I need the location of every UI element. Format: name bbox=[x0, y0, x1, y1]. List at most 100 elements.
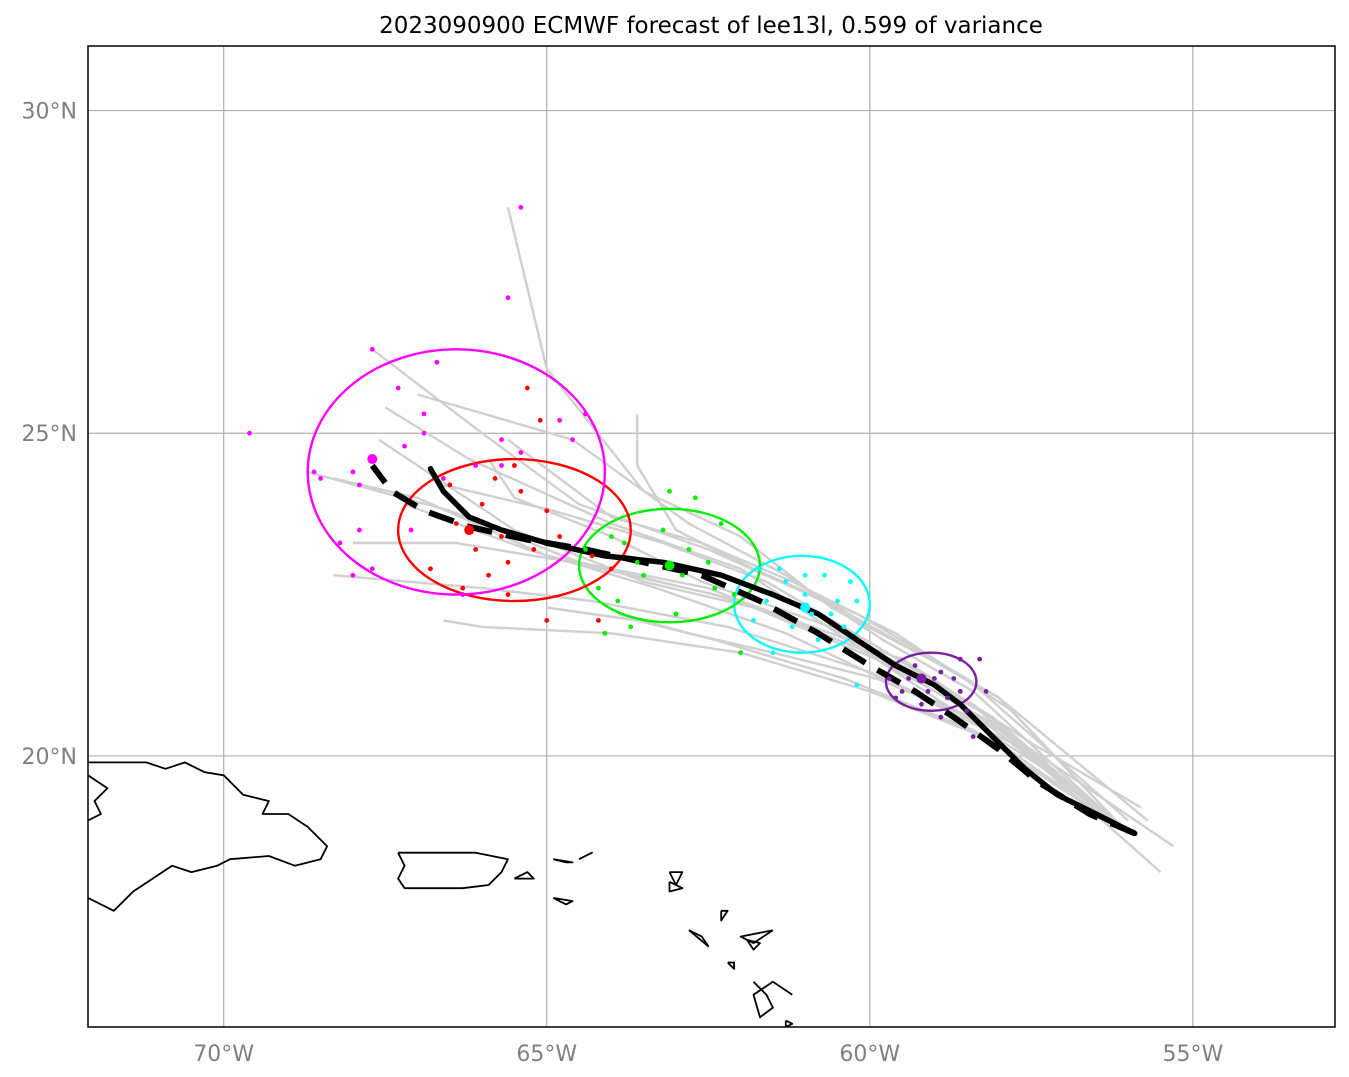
ensemble-member-point bbox=[337, 540, 343, 546]
ensemble-member-point bbox=[428, 566, 433, 572]
ensemble-member-point bbox=[453, 521, 459, 526]
ensemble-member-point bbox=[660, 527, 666, 533]
ensemble-member-point bbox=[751, 618, 756, 623]
ensemble-member-point bbox=[789, 624, 795, 630]
forecast-points bbox=[247, 204, 989, 739]
ensemble-member-point bbox=[802, 572, 808, 578]
ensemble-member-point bbox=[408, 527, 414, 533]
ensemble-member-point bbox=[957, 656, 963, 662]
lon-tick-label: 60°W bbox=[839, 1042, 900, 1067]
lat-tick-label: 25°N bbox=[22, 422, 77, 447]
ensemble-member-point bbox=[841, 624, 847, 630]
axis-tick-labels: 70°W 65°W 60°W 55°W 30°N 25°N 20°N bbox=[22, 100, 1224, 1067]
ensemble-member-point bbox=[460, 592, 466, 597]
ensemble-member-point bbox=[809, 611, 815, 617]
ensemble-member-point bbox=[518, 450, 524, 455]
lon-tick-label: 65°W bbox=[516, 1042, 577, 1067]
ensemble-track bbox=[617, 612, 1129, 835]
ensemble-member-point bbox=[589, 553, 595, 559]
ensemble-member-point bbox=[356, 527, 362, 533]
ensemble-member-point bbox=[912, 663, 918, 668]
uncertainty-ellipses bbox=[306, 348, 978, 712]
ensemble-member-point bbox=[608, 534, 614, 539]
ensemble-member-point bbox=[395, 385, 401, 391]
ensemble-member-point bbox=[802, 592, 808, 597]
ensemble-member-point bbox=[602, 630, 608, 636]
forecast-position-marker bbox=[800, 602, 811, 613]
ensemble-member-point bbox=[499, 534, 504, 539]
ensemble-member-point bbox=[828, 611, 834, 617]
ensemble-member-point bbox=[835, 598, 840, 604]
coastline bbox=[578, 851, 593, 861]
ensemble-member-point bbox=[434, 359, 440, 365]
ensemble-member-point bbox=[854, 682, 860, 688]
ensemble-member-point bbox=[356, 482, 362, 488]
coastline bbox=[668, 880, 684, 893]
forecast-position-marker bbox=[367, 454, 378, 465]
coastline bbox=[552, 858, 574, 864]
ensemble-member-point bbox=[776, 566, 782, 572]
ensemble-member-point bbox=[608, 566, 614, 572]
coastline bbox=[688, 929, 710, 948]
lat-tick-label: 20°N bbox=[22, 745, 77, 770]
ensemble-member-point bbox=[402, 443, 407, 449]
ensemble-member-point bbox=[899, 688, 905, 694]
coastline bbox=[552, 897, 574, 906]
ensemble-member-point bbox=[957, 688, 963, 694]
coastline bbox=[513, 871, 535, 880]
ensemble-member-point bbox=[764, 598, 769, 604]
map-frame bbox=[87, 45, 1336, 1028]
coastlines bbox=[88, 761, 794, 1027]
ensemble-member-point bbox=[505, 559, 511, 565]
ensemble-member-point bbox=[628, 624, 634, 630]
ensemble-member-point bbox=[983, 688, 989, 694]
dashed-mean-track bbox=[369, 463, 1136, 837]
ensemble-member-point bbox=[537, 417, 543, 423]
ensemble-member-point bbox=[350, 469, 356, 475]
lon-tick-label: 55°W bbox=[1162, 1042, 1223, 1067]
ensemble-member-point bbox=[421, 430, 427, 436]
ensemble-member-point bbox=[447, 482, 453, 488]
coastline bbox=[727, 961, 735, 970]
ensemble-member-point bbox=[938, 714, 944, 720]
ensemble-member-point bbox=[673, 611, 679, 617]
ensemble-member-point bbox=[557, 417, 563, 423]
ensemble-member-point bbox=[544, 508, 550, 514]
ensemble-member-point bbox=[919, 701, 924, 707]
ensemble-member-point bbox=[505, 592, 511, 597]
ensemble-track bbox=[443, 483, 1129, 835]
ensemble-member-point bbox=[512, 463, 517, 468]
ensemble-member-point bbox=[712, 585, 718, 591]
ensemble-member-point bbox=[570, 437, 575, 443]
ensemble-member-point bbox=[369, 346, 375, 352]
mean-tracks bbox=[369, 463, 1138, 837]
ensemble-member-point bbox=[815, 637, 821, 643]
ensemble-member-point bbox=[705, 559, 711, 565]
ensemble-member-point bbox=[460, 585, 466, 591]
uncertainty-ellipse bbox=[306, 348, 607, 596]
ensemble-member-point bbox=[421, 411, 427, 417]
ensemble-member-point bbox=[944, 695, 950, 701]
ensemble-member-point bbox=[970, 734, 976, 739]
ensemble-member-point bbox=[350, 572, 356, 578]
ensemble-member-point bbox=[822, 572, 827, 578]
ensemble-member-point bbox=[557, 534, 563, 539]
ensemble-member-point bbox=[479, 501, 485, 507]
ensemble-member-point bbox=[692, 495, 698, 501]
ensemble-member-point bbox=[731, 592, 737, 597]
ensemble-tracks bbox=[307, 207, 1175, 873]
coastline bbox=[720, 909, 729, 922]
map-title: 2023090900 ECMWF forecast of lee13l, 0.5… bbox=[379, 13, 1043, 39]
coastline bbox=[739, 929, 774, 944]
ensemble-track bbox=[378, 438, 1129, 835]
gridlines bbox=[88, 46, 1335, 1027]
ensemble-member-point bbox=[524, 385, 530, 391]
ensemble-member-point bbox=[486, 572, 491, 578]
ensemble-member-point bbox=[369, 566, 375, 572]
uncertainty-ellipse bbox=[396, 457, 632, 603]
ensemble-member-point bbox=[505, 295, 511, 301]
ensemble-member-point bbox=[621, 540, 627, 546]
ensemble-track bbox=[546, 606, 1129, 835]
ensemble-member-point bbox=[770, 650, 776, 656]
lon-tick-label: 70°W bbox=[193, 1042, 254, 1067]
